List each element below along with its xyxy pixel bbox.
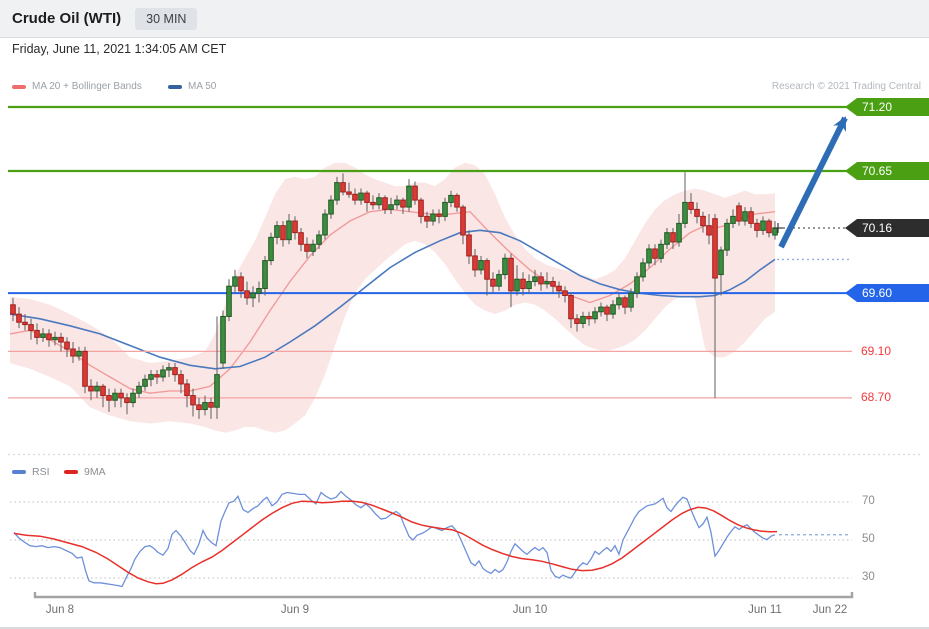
x-axis-date: Jun 9 [280, 604, 310, 616]
x-axis-date: Jun 10 [512, 604, 548, 616]
pivot-price-tag: 69.60 [845, 284, 929, 302]
rsi-swatch-icon [12, 470, 26, 474]
rsi-tick-70: 70 [862, 495, 875, 507]
x-axis-date: Jun 22 [812, 604, 848, 616]
research-credit: Research © 2021 Trading Central [771, 81, 921, 92]
legend-ma50: MA 50 [168, 81, 216, 92]
rsi-tick-30: 30 [862, 571, 875, 583]
instrument-title: Crude Oil (WTI) [12, 10, 122, 27]
legend-ma20-bollinger: MA 20 + Bollinger Bands [12, 81, 142, 92]
timestamp: Friday, June 11, 2021 1:34:05 AM CET [12, 42, 227, 56]
header-bar: Crude Oil (WTI) 30 MIN [0, 0, 929, 38]
timeframe-badge: 30 MIN [135, 7, 198, 30]
x-axis-date: Jun 8 [45, 604, 75, 616]
x-axis-date: Jun 11 [748, 604, 782, 616]
ma50-swatch-icon [168, 84, 182, 89]
resistance-1-tag: 70.65 [845, 162, 929, 180]
ma20-swatch-icon [12, 84, 26, 89]
last-price-tag: 70.16 [845, 219, 929, 237]
resistance-2-tag: 71.20 [845, 98, 929, 116]
9ma-swatch-icon [64, 470, 78, 474]
9ma-legend-label: 9MA [84, 466, 106, 478]
support-1-label: 69.10 [861, 344, 892, 358]
ma50-legend-label: MA 50 [188, 81, 217, 92]
rsi-tick-50: 50 [862, 533, 875, 545]
rsi-legend-label: RSI [32, 466, 50, 478]
ma20-legend-label: MA 20 + Bollinger Bands [32, 81, 142, 92]
support-2-label: 68.70 [861, 390, 892, 404]
legend-rsi: RSI [12, 466, 50, 478]
legend-9ma: 9MA [64, 466, 106, 478]
